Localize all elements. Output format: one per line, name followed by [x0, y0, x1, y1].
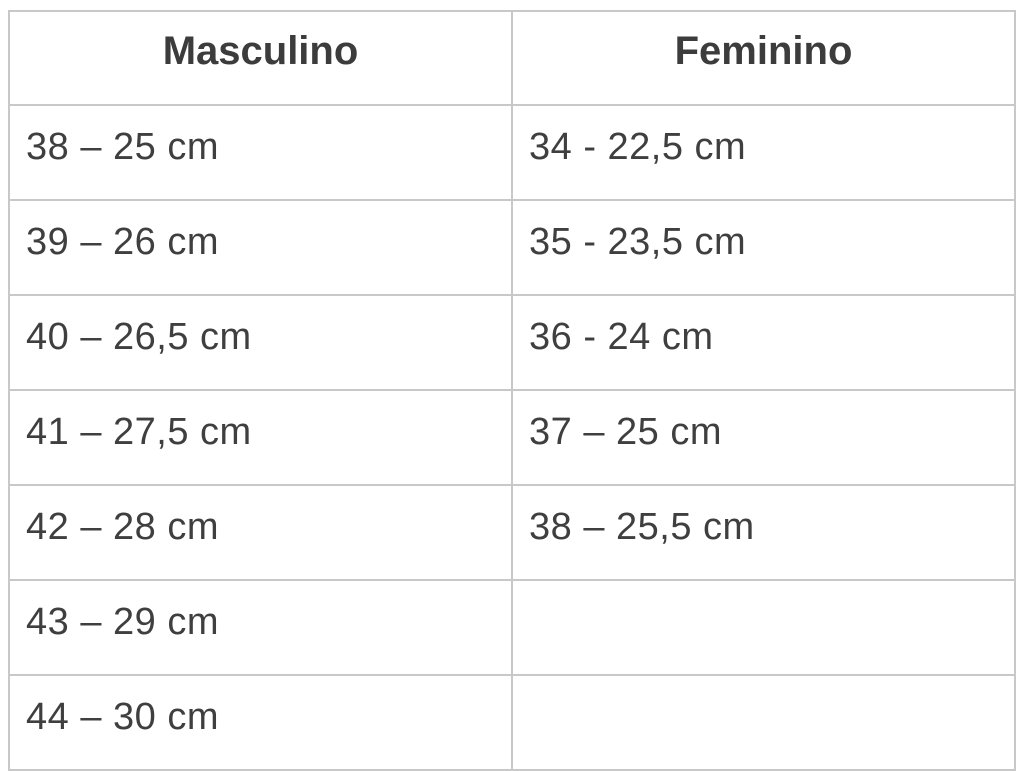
table-row: 43 – 29 cm — [8, 579, 1016, 676]
size-cell-masculino: 40 – 26,5 cm — [8, 294, 513, 391]
size-cell-feminino: 34 - 22,5 cm — [511, 104, 1016, 201]
column-header-masculino: Masculino — [8, 10, 513, 106]
table-row: 44 – 30 cm — [8, 674, 1016, 771]
size-cell-feminino-empty — [511, 579, 1016, 676]
table-row: 41 – 27,5 cm 37 – 25 cm — [8, 389, 1016, 486]
size-cell-feminino-empty — [511, 674, 1016, 771]
size-cell-masculino: 39 – 26 cm — [8, 199, 513, 296]
size-cell-masculino: 44 – 30 cm — [8, 674, 513, 771]
size-cell-feminino: 36 - 24 cm — [511, 294, 1016, 391]
shoe-size-table: Masculino Feminino 38 – 25 cm 34 - 22,5 … — [8, 10, 1016, 771]
size-cell-masculino: 43 – 29 cm — [8, 579, 513, 676]
size-cell-feminino: 35 - 23,5 cm — [511, 199, 1016, 296]
size-cell-masculino: 41 – 27,5 cm — [8, 389, 513, 486]
size-cell-feminino: 38 – 25,5 cm — [511, 484, 1016, 581]
size-table-container: Masculino Feminino 38 – 25 cm 34 - 22,5 … — [8, 10, 1016, 771]
size-cell-masculino: 38 – 25 cm — [8, 104, 513, 201]
size-cell-masculino: 42 – 28 cm — [8, 484, 513, 581]
table-row: 40 – 26,5 cm 36 - 24 cm — [8, 294, 1016, 391]
column-header-feminino: Feminino — [511, 10, 1016, 106]
size-cell-feminino: 37 – 25 cm — [511, 389, 1016, 486]
table-row: 39 – 26 cm 35 - 23,5 cm — [8, 199, 1016, 296]
table-header-row: Masculino Feminino — [8, 10, 1016, 106]
table-row: 42 – 28 cm 38 – 25,5 cm — [8, 484, 1016, 581]
table-row: 38 – 25 cm 34 - 22,5 cm — [8, 104, 1016, 201]
